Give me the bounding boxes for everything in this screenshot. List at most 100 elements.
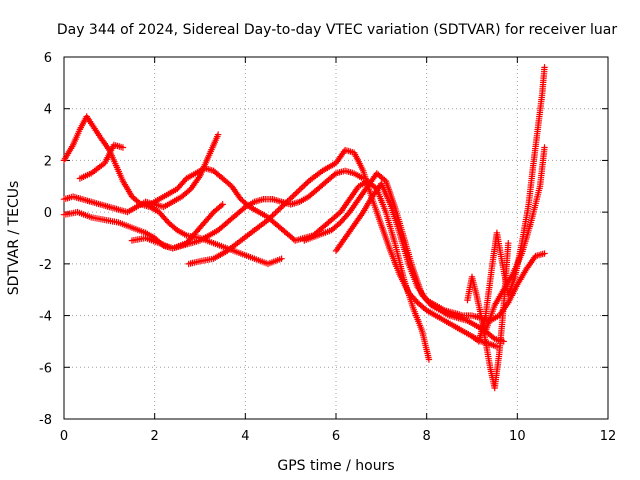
data-point-group [350, 149, 366, 173]
data-point-group [156, 191, 170, 203]
data-point-group [251, 218, 270, 234]
data-point-group [264, 205, 284, 224]
data-point-group [418, 327, 432, 361]
data-point-group [536, 146, 548, 190]
data-point-group [314, 179, 329, 193]
data-point-group [332, 148, 348, 167]
data-point-group [205, 133, 221, 159]
data-point-group [496, 304, 507, 358]
data-point-group [505, 275, 518, 299]
data-point-group [475, 314, 489, 345]
data-point-group [251, 255, 270, 267]
data-point-group [414, 283, 429, 302]
data-point-group [360, 195, 375, 216]
data-point-group [468, 333, 481, 344]
data-point-group [337, 197, 352, 216]
data-point-group [187, 174, 203, 193]
data-point-group [346, 184, 361, 203]
y-tick-label: 4 [44, 103, 52, 118]
data-point-group [142, 229, 157, 241]
data-point-group [396, 271, 411, 294]
data-point-group [60, 193, 75, 203]
data-point-group [246, 203, 261, 215]
data-point-group [201, 210, 216, 226]
data-point-group [233, 205, 247, 218]
data-point-group [88, 161, 107, 177]
data-point-group [423, 307, 438, 318]
data-point-group [269, 196, 283, 205]
x-tick-label: 4 [241, 429, 249, 444]
data-point-group [305, 187, 320, 200]
data-point-group [128, 235, 147, 244]
data-point-group [264, 256, 283, 268]
data-point-group [323, 171, 338, 185]
data-point [541, 64, 548, 71]
data-point-group [296, 194, 311, 205]
data-point-group [282, 229, 297, 243]
data-point-group [527, 185, 543, 226]
series-track-2 [60, 131, 222, 216]
data-point-group [493, 229, 505, 260]
data-point [493, 343, 501, 350]
data-point-group [314, 227, 333, 239]
y-tick-label: 2 [44, 154, 52, 169]
data-point [219, 201, 226, 208]
data-point-group [88, 214, 107, 223]
data-point-group [346, 197, 361, 216]
data-point-group [301, 233, 320, 244]
y-tick-label: 0 [44, 206, 52, 221]
data-point-group [450, 322, 465, 334]
data-point-group [97, 134, 112, 152]
data-point-group [423, 296, 438, 308]
data-point-group [210, 248, 229, 262]
data-point-group [319, 160, 338, 174]
data-point-group [255, 208, 270, 220]
data-point-group [350, 210, 366, 229]
data-point-group [530, 128, 541, 169]
data-point-group [174, 227, 188, 238]
data-point-group [525, 164, 537, 208]
series-track-5 [128, 201, 226, 252]
data-point-group [115, 219, 134, 231]
data-point-group [400, 234, 416, 271]
series-track-4 [76, 141, 127, 182]
data-point-group [237, 228, 256, 244]
data-point [541, 144, 548, 151]
data-point-group [514, 267, 529, 288]
data-point-group [405, 260, 420, 289]
data-point-group [124, 204, 138, 216]
data-point-group [319, 218, 334, 231]
data-point-group [205, 228, 220, 239]
data-point-group [160, 199, 175, 211]
data-point-group [183, 171, 197, 182]
data-point-group [350, 170, 365, 181]
series-track-12 [482, 144, 548, 335]
data-point [541, 250, 548, 257]
data-point-group [185, 258, 202, 268]
x-tick-label: 0 [60, 429, 68, 444]
data-point-group [142, 234, 161, 246]
data-point-group [273, 221, 288, 235]
data-point-group [387, 247, 402, 276]
data-point-group [169, 240, 188, 252]
data-point [425, 356, 433, 363]
data-point [119, 144, 127, 151]
data-point-group [373, 170, 388, 183]
data-point-group [69, 128, 83, 149]
x-tick-label: 2 [151, 429, 159, 444]
data-point-group [214, 220, 229, 234]
data-point-group [464, 317, 478, 329]
x-tick-label: 10 [509, 429, 526, 444]
x-axis-label: GPS time / hours [277, 458, 394, 474]
data-point-group [428, 302, 442, 313]
data-point-group [491, 288, 506, 309]
data-point-group [459, 327, 474, 339]
data-point-group [106, 203, 120, 213]
data-point-group [482, 262, 496, 319]
data-point-group [414, 299, 429, 313]
data-point-group [196, 233, 211, 244]
y-tick-label: 6 [44, 51, 52, 66]
y-tick-label: -2 [39, 258, 52, 273]
data-point-group [305, 168, 324, 185]
